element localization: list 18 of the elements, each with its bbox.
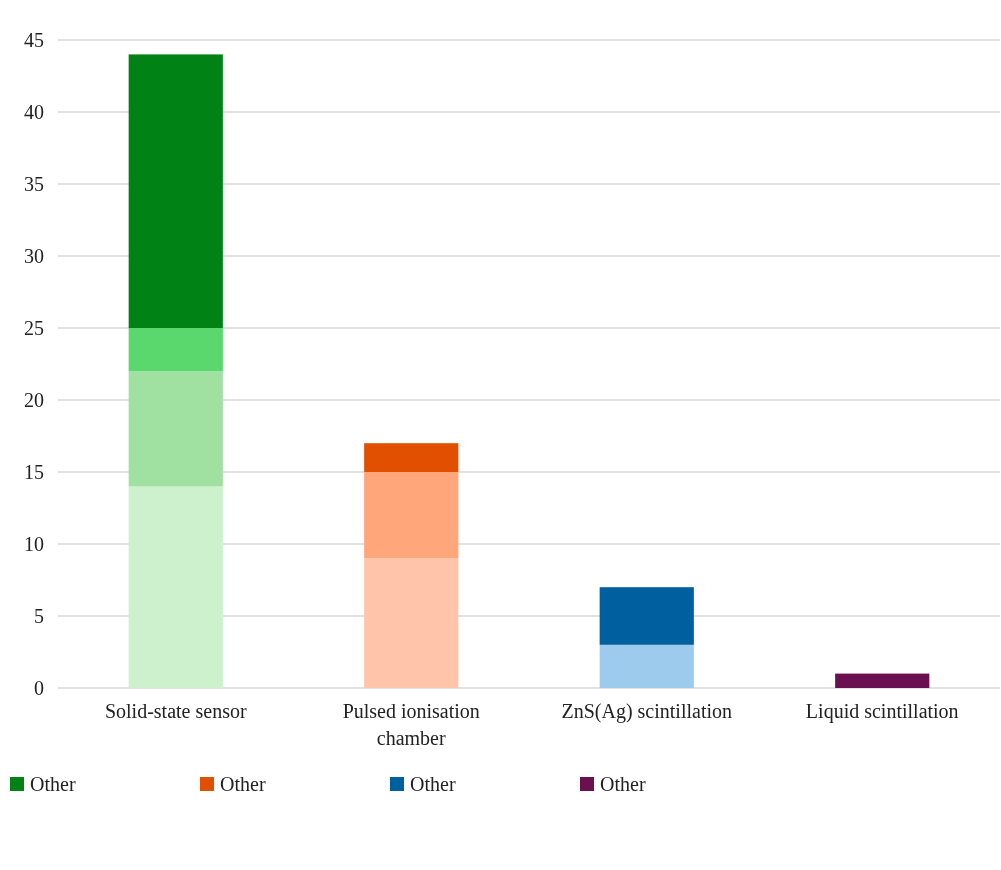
y-tick-label: 45 bbox=[24, 29, 44, 51]
x-tick-label: Solid-state sensor bbox=[104, 700, 247, 722]
legend-label: Other bbox=[600, 773, 646, 795]
y-tick-label: 20 bbox=[24, 389, 44, 411]
y-tick-label: 0 bbox=[34, 677, 44, 699]
y-tick-label: 5 bbox=[34, 605, 44, 627]
y-tick-label: 30 bbox=[24, 245, 44, 267]
legend-label: Other bbox=[220, 773, 266, 795]
y-tick-label: 15 bbox=[24, 461, 44, 483]
y-tick-label: 40 bbox=[24, 101, 44, 123]
x-tick-label: Pulsed ionisation chamber bbox=[342, 700, 480, 749]
y-tick-label: 35 bbox=[24, 173, 44, 195]
legend-label: Other bbox=[30, 773, 76, 795]
y-tick-label: 25 bbox=[24, 317, 44, 339]
y-tick-label: 10 bbox=[24, 533, 44, 555]
x-tick-label: ZnS(Ag) scintillation bbox=[561, 700, 733, 723]
x-tick-label: Liquid scintillation bbox=[805, 700, 959, 723]
legend-label: Other bbox=[410, 773, 456, 795]
